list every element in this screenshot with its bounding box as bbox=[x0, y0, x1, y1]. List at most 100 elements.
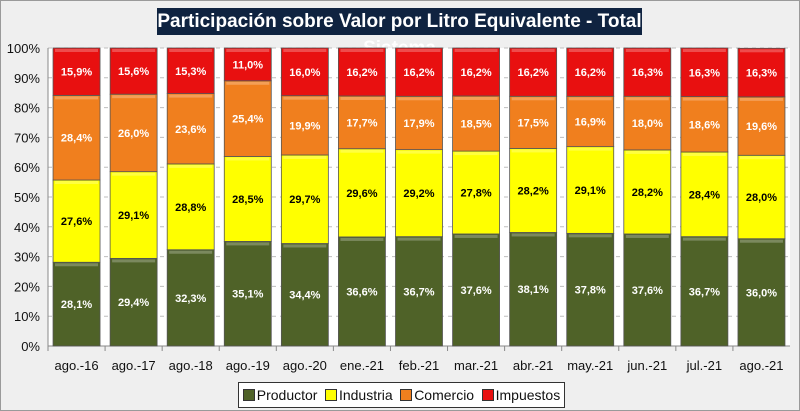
data-label: 37,8% bbox=[575, 285, 606, 297]
data-label: 16,2% bbox=[346, 67, 377, 79]
bar-segment-impuestos bbox=[737, 47, 786, 98]
data-label: 29,7% bbox=[289, 194, 320, 206]
legend-item: Impuestos bbox=[481, 387, 561, 403]
x-tick-label: abr.-21 bbox=[513, 358, 553, 373]
bar-bevel bbox=[625, 150, 669, 154]
y-tick-label: 0% bbox=[21, 339, 40, 354]
bar-segment-impuestos bbox=[452, 47, 500, 97]
bar-bevel bbox=[283, 155, 327, 159]
bar-bevel bbox=[112, 259, 156, 263]
bar-segment-industria bbox=[338, 148, 386, 238]
x-tick-label: ago.-17 bbox=[112, 358, 156, 373]
data-label: 18,5% bbox=[460, 119, 491, 131]
data-label: 16,2% bbox=[460, 67, 491, 79]
bar-segment-productor bbox=[566, 232, 615, 347]
data-label: 16,2% bbox=[403, 67, 434, 79]
y-tick-label: 30% bbox=[14, 250, 40, 265]
bar-segment-industria bbox=[395, 149, 443, 238]
data-label: 16,2% bbox=[518, 67, 549, 79]
bar-segment-industria bbox=[52, 179, 101, 263]
bar-segment-productor bbox=[109, 257, 158, 347]
bar-bevel bbox=[340, 49, 384, 52]
data-label: 28,2% bbox=[632, 187, 663, 199]
data-label: 28,4% bbox=[689, 189, 720, 201]
bar-segment-comercio bbox=[52, 94, 101, 181]
data-label: 28,8% bbox=[175, 202, 206, 214]
data-label: 38,1% bbox=[518, 284, 549, 296]
data-label: 15,9% bbox=[61, 67, 92, 79]
data-label: 11,0% bbox=[232, 59, 263, 71]
bar-segment-impuestos bbox=[566, 47, 615, 97]
y-tick-label: 60% bbox=[14, 160, 40, 175]
bar-segment-impuestos bbox=[52, 47, 101, 96]
bar-bevel bbox=[112, 172, 156, 176]
legend-label: Impuestos bbox=[495, 387, 561, 403]
bar-bevel bbox=[340, 96, 384, 100]
bar-segment-comercio bbox=[680, 96, 729, 153]
bar-bevel bbox=[625, 97, 669, 101]
data-label: 37,6% bbox=[460, 285, 491, 297]
bar-bevel bbox=[55, 49, 99, 52]
bar-bevel bbox=[283, 96, 327, 100]
y-tick-label: 20% bbox=[14, 279, 40, 294]
bar-segment-comercio bbox=[452, 95, 500, 152]
data-label: 29,2% bbox=[403, 188, 434, 200]
data-label: 18,0% bbox=[632, 118, 663, 130]
bar-segment-comercio bbox=[623, 95, 672, 151]
bar-bevel bbox=[226, 242, 270, 246]
bar-segment-industria bbox=[737, 154, 786, 240]
bar-segment-productor bbox=[395, 236, 443, 347]
bar-bevel bbox=[169, 164, 213, 168]
bar-bevel bbox=[682, 237, 726, 241]
data-label: 29,6% bbox=[346, 188, 377, 200]
bar-segment-impuestos bbox=[395, 47, 443, 97]
data-label: 36,6% bbox=[346, 286, 377, 298]
bar-bevel bbox=[682, 97, 726, 101]
bar-segment-comercio bbox=[338, 95, 386, 150]
bar-segment-comercio bbox=[166, 93, 215, 165]
x-tick-label: ago.-21 bbox=[739, 358, 783, 373]
data-label: 16,3% bbox=[746, 68, 777, 80]
bar-segment-productor bbox=[223, 241, 272, 347]
data-label: 29,1% bbox=[118, 210, 149, 222]
bar-segment-industria bbox=[623, 149, 672, 235]
legend-label: Industria bbox=[338, 387, 393, 403]
data-label: 36,7% bbox=[689, 286, 720, 298]
bar-bevel bbox=[397, 49, 441, 52]
bar-segment-industria bbox=[680, 151, 729, 238]
bar-bevel bbox=[55, 181, 99, 185]
legend-swatch bbox=[481, 389, 494, 401]
bar-segment-impuestos bbox=[166, 47, 215, 94]
bar-segment-productor bbox=[166, 249, 215, 347]
x-tick-label: jun.-21 bbox=[626, 358, 667, 373]
data-label: 17,5% bbox=[518, 117, 549, 129]
y-tick-label: 70% bbox=[14, 130, 40, 145]
data-label: 15,6% bbox=[118, 66, 149, 78]
data-label: 28,4% bbox=[61, 133, 92, 145]
data-label: 28,2% bbox=[518, 185, 549, 197]
data-label: 16,3% bbox=[632, 67, 663, 79]
bar-segment-productor bbox=[338, 236, 386, 347]
bar-segment-impuestos bbox=[680, 47, 729, 97]
bar-bevel bbox=[283, 244, 327, 248]
x-tick-label: ene.-21 bbox=[340, 358, 384, 373]
data-label: 26,0% bbox=[118, 128, 149, 140]
bar-bevel bbox=[397, 150, 441, 154]
data-label: 16,9% bbox=[575, 116, 606, 128]
bar-segment-productor bbox=[737, 238, 786, 347]
data-label: 36,0% bbox=[746, 287, 777, 299]
data-label: 18,6% bbox=[689, 119, 720, 131]
legend-swatch bbox=[242, 389, 255, 401]
bar-bevel bbox=[682, 49, 726, 52]
bar-segment-impuestos bbox=[509, 47, 558, 97]
data-label: 16,3% bbox=[689, 67, 720, 79]
data-label: 25,4% bbox=[232, 114, 263, 126]
bar-bevel bbox=[568, 97, 612, 101]
bar-bevel bbox=[169, 49, 213, 52]
bar-bevel bbox=[454, 96, 498, 100]
bar-segment-comercio bbox=[223, 80, 272, 157]
x-tick-label: may.-21 bbox=[567, 358, 613, 373]
bar-bevel bbox=[55, 263, 99, 267]
bar-segment-industria bbox=[109, 171, 158, 259]
